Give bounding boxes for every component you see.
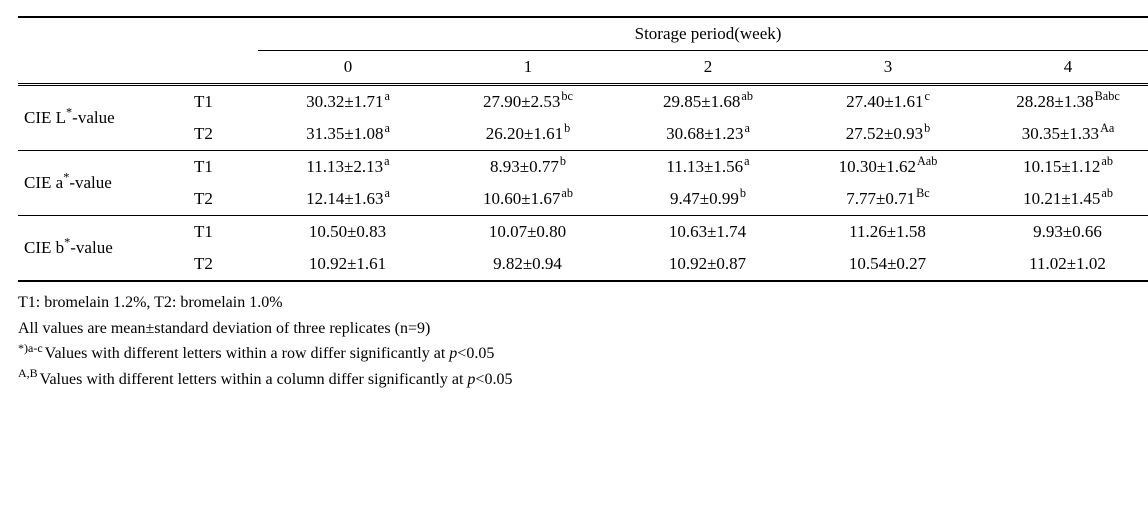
footnote-row-prefix: *)a-c	[18, 341, 43, 355]
table-row: CIE a*-value T1 11.13±2.13a 8.93±0.77b 1…	[18, 151, 1148, 184]
footnote-row-text-a: Values with different letters within a r…	[45, 345, 450, 362]
week-1-header: 1	[438, 51, 618, 85]
treatment-label: T2	[188, 183, 258, 216]
cell: 10.92±0.87	[618, 248, 798, 281]
cell: 27.40±1.61c	[798, 85, 978, 119]
param-a-label: CIE a*-value	[18, 151, 188, 216]
cell: 30.68±1.23a	[618, 118, 798, 151]
cell: 11.13±1.56a	[618, 151, 798, 184]
treatment-label: T1	[188, 85, 258, 119]
table-row: CIE b*-value T1 10.50±0.83 10.07±0.80 10…	[18, 216, 1148, 249]
cie-color-table: Storage period(week) 0 1 2 3 4 CIE L*-va…	[18, 16, 1148, 282]
footnote-col-letters: A,BValues with different letters within …	[18, 367, 1130, 393]
cell: 9.47±0.99b	[618, 183, 798, 216]
cell: 11.13±2.13a	[258, 151, 438, 184]
week-0-header: 0	[258, 51, 438, 85]
cell: 8.93±0.77b	[438, 151, 618, 184]
footnote-col-prefix: A,B	[18, 366, 38, 380]
table-row: T2 12.14±1.63a 10.60±1.67ab 9.47±0.99b 7…	[18, 183, 1148, 216]
week-3-header: 3	[798, 51, 978, 85]
table-row: CIE L*-value T1 30.32±1.71a 27.90±2.53bc…	[18, 85, 1148, 119]
footnote-col-text-a: Values with different letters within a c…	[40, 371, 468, 388]
cell: 29.85±1.68ab	[618, 85, 798, 119]
cell: 27.90±2.53bc	[438, 85, 618, 119]
cell: 10.21±1.45ab	[978, 183, 1148, 216]
treatment-label: T2	[188, 248, 258, 281]
cell: 10.07±0.80	[438, 216, 618, 249]
param-a-prefix: CIE a	[24, 173, 63, 192]
param-a-suffix: -value	[69, 173, 111, 192]
cell: 10.50±0.83	[258, 216, 438, 249]
cell: 7.77±0.71Bc	[798, 183, 978, 216]
blank-subheader-trt	[188, 51, 258, 85]
footnote-treatments: T1: bromelain 1.2%, T2: bromelain 1.0%	[18, 290, 1130, 316]
cell: 27.52±0.93b	[798, 118, 978, 151]
cell: 28.28±1.38Babc	[978, 85, 1148, 119]
blank-header-trt	[188, 17, 258, 51]
blank-subheader-param	[18, 51, 188, 85]
storage-period-header: Storage period(week)	[258, 17, 1148, 51]
cell: 9.82±0.94	[438, 248, 618, 281]
cell: 9.93±0.66	[978, 216, 1148, 249]
treatment-label: T2	[188, 118, 258, 151]
cell: 10.63±1.74	[618, 216, 798, 249]
week-4-header: 4	[978, 51, 1148, 85]
param-L-label: CIE L*-value	[18, 85, 188, 151]
table-row: T2 31.35±1.08a 26.20±1.61b 30.68±1.23a 2…	[18, 118, 1148, 151]
param-b-prefix: CIE b	[24, 238, 64, 257]
param-L-prefix: CIE L	[24, 108, 66, 127]
table-footnotes: T1: bromelain 1.2%, T2: bromelain 1.0% A…	[18, 290, 1130, 392]
cell: 31.35±1.08a	[258, 118, 438, 151]
blank-header-param	[18, 17, 188, 51]
param-L-suffix: -value	[72, 108, 114, 127]
cell: 30.35±1.33Aa	[978, 118, 1148, 151]
param-b-suffix: -value	[70, 238, 112, 257]
param-b-label: CIE b*-value	[18, 216, 188, 282]
cell: 10.54±0.27	[798, 248, 978, 281]
cell: 30.32±1.71a	[258, 85, 438, 119]
footnote-row-letters: *)a-cValues with different letters withi…	[18, 341, 1130, 367]
cell: 12.14±1.63a	[258, 183, 438, 216]
week-2-header: 2	[618, 51, 798, 85]
cell: 10.92±1.61	[258, 248, 438, 281]
cell: 11.02±1.02	[978, 248, 1148, 281]
cell: 11.26±1.58	[798, 216, 978, 249]
cell: 10.30±1.62Aab	[798, 151, 978, 184]
treatment-label: T1	[188, 151, 258, 184]
table-row: T2 10.92±1.61 9.82±0.94 10.92±0.87 10.54…	[18, 248, 1148, 281]
cell: 26.20±1.61b	[438, 118, 618, 151]
cell: 10.15±1.12ab	[978, 151, 1148, 184]
footnote-col-text-b: <0.05	[475, 371, 512, 388]
footnote-row-text-b: <0.05	[457, 345, 494, 362]
footnote-replicates: All values are mean±standard deviation o…	[18, 316, 1130, 342]
treatment-label: T1	[188, 216, 258, 249]
cell: 10.60±1.67ab	[438, 183, 618, 216]
